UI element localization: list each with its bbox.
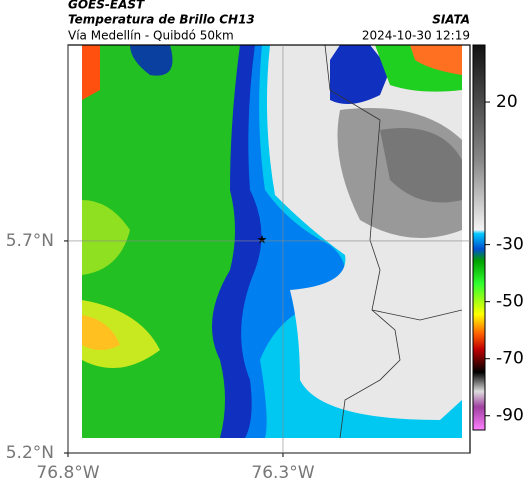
colorbar	[472, 44, 486, 431]
timestamp: 2024-10-30 12:19	[362, 29, 470, 43]
marker: ★	[257, 233, 268, 247]
colorbar-tick-label: 20	[496, 92, 518, 112]
colorbar-tick-label: -50	[496, 292, 524, 312]
y-tick-label: 5.7°N	[6, 231, 54, 251]
x-tick-label: 76.8°W	[36, 463, 99, 483]
y-tick-label: 5.2°N	[6, 443, 54, 463]
x-tick-label: 76.3°W	[251, 463, 314, 483]
colorbar-tick-label: -30	[496, 235, 524, 255]
product: Temperatura de Brillo CH13	[68, 13, 255, 27]
source: SIATA	[432, 13, 470, 27]
satellite-image: ★	[82, 45, 462, 438]
colorbar-tick-label: -70	[496, 349, 524, 369]
satellite: GOES-EAST	[68, 0, 145, 12]
route: Vía Medellín - Quibdó 50km	[68, 29, 234, 43]
colorbar-tick-label: -90	[496, 406, 524, 426]
